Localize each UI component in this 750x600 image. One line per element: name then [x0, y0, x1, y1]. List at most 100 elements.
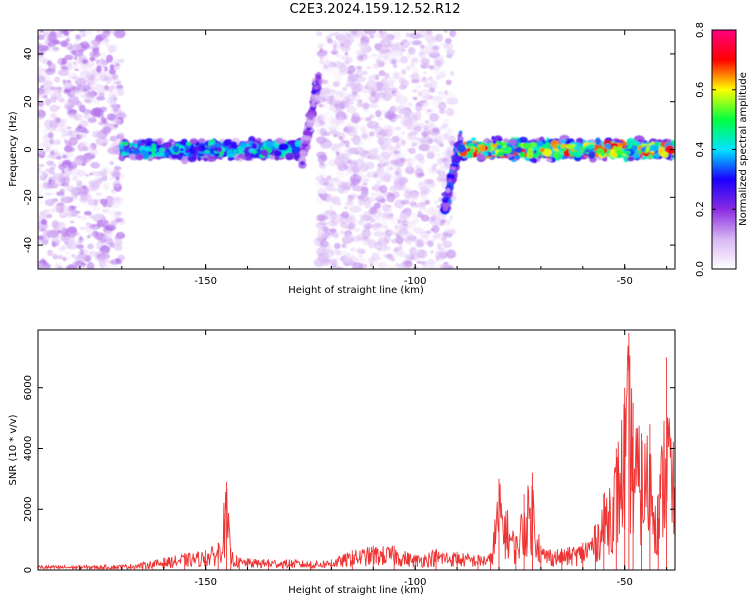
spectrogram-cell	[40, 85, 44, 89]
spectrogram-cell	[103, 30, 111, 35]
spectrogram-cell	[546, 158, 553, 163]
spectrogram-cell	[85, 225, 90, 229]
spectrogram-cell	[367, 222, 372, 226]
spectrogram-cell	[347, 197, 352, 204]
spectrogram-cell	[443, 30, 448, 33]
spectrogram-cell	[369, 114, 375, 119]
spectrogram-cell	[319, 47, 324, 53]
spectrogram-cell	[71, 76, 77, 79]
snr-frame	[37, 329, 676, 571]
spectrogram-cell	[407, 148, 412, 152]
spectrogram-cell	[58, 163, 66, 171]
spectrogram-cell	[72, 87, 85, 93]
spectrogram-cell	[67, 187, 81, 194]
spectrogram-cell	[104, 38, 110, 42]
spectrogram-cell	[44, 192, 51, 196]
spectrogram-cell	[99, 51, 108, 59]
spectrogram-cell	[357, 255, 365, 263]
spectrogram-cell	[536, 140, 543, 148]
spectrogram-cell	[100, 235, 108, 240]
spectrogram-cell	[350, 182, 356, 187]
spectrogram-cell	[423, 83, 432, 88]
spectrogram-cell	[396, 246, 404, 252]
spectrogram-cell	[131, 142, 137, 147]
spectrogram-cell	[110, 220, 118, 227]
spectrogram-cell	[78, 120, 90, 128]
spectrogram-cell	[275, 137, 284, 145]
spectrogram-cell	[82, 129, 90, 134]
spectrogram-cell	[492, 140, 497, 144]
spectrogram-cell	[362, 214, 370, 219]
spectrogram-cell	[73, 158, 83, 166]
spectrogram-cell	[278, 143, 289, 151]
spectrogram-cell	[436, 205, 442, 208]
spectrogram-cell	[349, 162, 355, 166]
spectrogram-cell	[66, 207, 75, 218]
spectrogram-cell	[405, 220, 415, 226]
spectrogram-cell	[41, 218, 48, 226]
spectrogram-cell	[39, 199, 44, 204]
spectrogram-cell	[135, 153, 144, 161]
spectrogram-cell	[449, 215, 453, 220]
spectrogram-cell	[449, 30, 457, 38]
spectrogram-cell	[58, 97, 65, 103]
spectrogram-cell	[84, 210, 92, 216]
spectrogram-cell	[374, 182, 380, 189]
spectrogram-cell	[445, 187, 451, 194]
spectrogram-cell	[118, 132, 125, 138]
spectrogram-ytick-label: -40	[23, 237, 34, 253]
spectrogram-cell	[429, 113, 439, 122]
spectrogram-cell	[398, 84, 407, 90]
spectrogram-cell	[373, 153, 381, 160]
spectrogram-cell	[379, 155, 386, 161]
spectrogram-cell	[361, 229, 372, 239]
spectrogram-cell	[401, 49, 406, 52]
spectrogram-cell	[356, 65, 363, 70]
spectrogram-cell	[389, 51, 400, 59]
spectrogram-cell	[514, 146, 524, 154]
spectrogram-cell	[339, 229, 345, 236]
colorbar-label: Normalized spectral amplitude	[738, 72, 749, 226]
colorbar-tick-label: 0.6	[695, 82, 706, 98]
spectrogram-cell	[437, 90, 444, 97]
spectrogram-cell	[199, 145, 206, 152]
spectrogram-xtick-label: -50	[617, 276, 633, 287]
spectrogram-cell	[613, 143, 618, 146]
spectrogram-cell	[336, 169, 344, 179]
spectrogram-cell	[419, 89, 431, 100]
spectrogram-cell	[66, 251, 70, 255]
spectrogram-cell	[300, 160, 305, 166]
spectrogram-cell	[640, 147, 646, 153]
spectrogram-cell	[353, 146, 365, 154]
spectrogram-cell	[418, 147, 421, 150]
spectrogram-cell	[337, 34, 341, 38]
spectrogram-cell	[80, 93, 89, 99]
spectrogram-cell	[318, 42, 325, 49]
spectrogram-cell	[406, 162, 413, 168]
spectrogram-cell	[407, 117, 413, 124]
colorbar-tick-label: 0.4	[695, 142, 706, 158]
spectrogram-cell	[428, 86, 436, 93]
spectrogram-cell	[89, 250, 97, 257]
spectrogram-cell	[616, 150, 625, 155]
spectrogram-cell	[316, 128, 326, 135]
spectrogram-cell	[67, 129, 73, 136]
spectrogram-cell	[428, 95, 434, 100]
spectrogram-cell	[377, 261, 387, 269]
spectrogram-ytick-label: 0	[23, 146, 34, 152]
spectrogram-cell	[55, 181, 64, 187]
spectrogram-cell	[401, 131, 405, 135]
spectrogram-cell	[80, 62, 88, 71]
spectrogram-cell	[53, 255, 60, 260]
spectrogram-cell	[441, 202, 450, 209]
spectrogram-cell	[307, 115, 314, 120]
spectrogram-cell	[421, 190, 427, 194]
spectrogram-cell	[527, 147, 534, 155]
spectrogram-cell	[67, 79, 71, 84]
spectrogram-cell	[301, 143, 309, 148]
spectrogram-cell	[329, 206, 333, 210]
spectrogram-cell	[96, 30, 102, 33]
spectrogram-cell	[419, 44, 425, 49]
spectrogram-cell	[38, 100, 47, 105]
